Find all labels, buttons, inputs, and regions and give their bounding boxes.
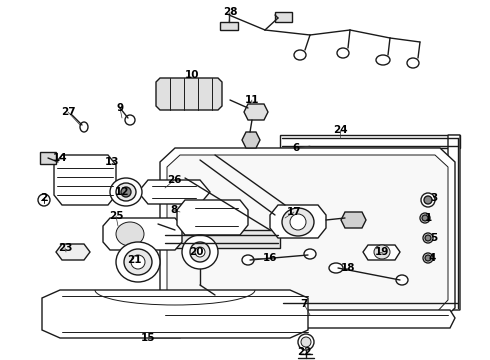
Ellipse shape bbox=[425, 255, 431, 261]
Ellipse shape bbox=[290, 214, 306, 230]
Text: 28: 28 bbox=[223, 7, 237, 17]
Text: 16: 16 bbox=[263, 253, 277, 263]
Polygon shape bbox=[157, 310, 455, 328]
Ellipse shape bbox=[131, 255, 145, 269]
Text: 3: 3 bbox=[430, 193, 438, 203]
Text: 14: 14 bbox=[53, 153, 67, 163]
Polygon shape bbox=[275, 12, 292, 22]
Ellipse shape bbox=[374, 245, 390, 259]
Text: 5: 5 bbox=[430, 233, 438, 243]
Ellipse shape bbox=[423, 253, 433, 263]
Ellipse shape bbox=[38, 194, 50, 206]
Polygon shape bbox=[42, 290, 308, 338]
Polygon shape bbox=[363, 245, 400, 260]
Ellipse shape bbox=[424, 196, 432, 204]
Ellipse shape bbox=[110, 178, 142, 206]
Ellipse shape bbox=[423, 233, 433, 243]
Polygon shape bbox=[40, 152, 56, 164]
Text: 1: 1 bbox=[424, 213, 432, 223]
Ellipse shape bbox=[116, 183, 136, 201]
Ellipse shape bbox=[301, 337, 311, 347]
Text: 18: 18 bbox=[341, 263, 355, 273]
Text: 19: 19 bbox=[375, 247, 389, 257]
Ellipse shape bbox=[213, 292, 223, 302]
Ellipse shape bbox=[242, 255, 254, 265]
Polygon shape bbox=[280, 135, 460, 148]
Text: 23: 23 bbox=[58, 243, 72, 253]
Ellipse shape bbox=[80, 122, 88, 132]
Text: 20: 20 bbox=[189, 247, 203, 257]
Ellipse shape bbox=[116, 222, 144, 246]
Text: 24: 24 bbox=[333, 125, 347, 135]
Ellipse shape bbox=[376, 55, 390, 65]
Text: 2: 2 bbox=[40, 193, 48, 203]
Text: 22: 22 bbox=[297, 347, 311, 357]
Text: 11: 11 bbox=[245, 95, 259, 105]
Ellipse shape bbox=[396, 275, 408, 285]
Text: 13: 13 bbox=[105, 157, 119, 167]
Polygon shape bbox=[280, 135, 460, 315]
Ellipse shape bbox=[124, 249, 152, 275]
Polygon shape bbox=[156, 78, 222, 110]
Polygon shape bbox=[160, 230, 280, 248]
Ellipse shape bbox=[420, 213, 430, 223]
Polygon shape bbox=[220, 22, 238, 30]
Text: 21: 21 bbox=[127, 255, 141, 265]
Text: 17: 17 bbox=[287, 207, 301, 217]
Polygon shape bbox=[270, 205, 326, 238]
Polygon shape bbox=[160, 148, 455, 322]
Polygon shape bbox=[138, 180, 210, 204]
Ellipse shape bbox=[422, 215, 428, 221]
Polygon shape bbox=[177, 200, 248, 235]
Polygon shape bbox=[56, 244, 90, 260]
Polygon shape bbox=[167, 155, 448, 314]
Ellipse shape bbox=[182, 235, 218, 269]
Text: 8: 8 bbox=[171, 205, 178, 215]
Text: 15: 15 bbox=[141, 333, 155, 343]
Ellipse shape bbox=[407, 58, 419, 68]
Ellipse shape bbox=[337, 48, 349, 58]
Text: 26: 26 bbox=[167, 175, 181, 185]
Ellipse shape bbox=[294, 50, 306, 60]
Text: 25: 25 bbox=[109, 211, 123, 221]
Text: 4: 4 bbox=[428, 253, 436, 263]
Ellipse shape bbox=[329, 263, 343, 273]
Text: 10: 10 bbox=[185, 70, 199, 80]
Ellipse shape bbox=[304, 249, 316, 259]
Ellipse shape bbox=[425, 235, 431, 241]
Ellipse shape bbox=[116, 242, 160, 282]
Ellipse shape bbox=[121, 187, 131, 197]
Text: 27: 27 bbox=[61, 107, 75, 117]
Polygon shape bbox=[103, 218, 182, 250]
Ellipse shape bbox=[282, 208, 314, 236]
Polygon shape bbox=[341, 212, 366, 228]
Ellipse shape bbox=[190, 242, 210, 262]
Text: 9: 9 bbox=[117, 103, 123, 113]
Ellipse shape bbox=[125, 115, 135, 125]
Ellipse shape bbox=[195, 247, 205, 257]
Polygon shape bbox=[244, 104, 268, 120]
Text: 12: 12 bbox=[115, 187, 129, 197]
Text: 7: 7 bbox=[300, 299, 308, 309]
Ellipse shape bbox=[298, 334, 314, 350]
Polygon shape bbox=[242, 132, 260, 148]
Text: 6: 6 bbox=[293, 143, 299, 153]
Ellipse shape bbox=[421, 193, 435, 207]
Polygon shape bbox=[54, 155, 116, 205]
